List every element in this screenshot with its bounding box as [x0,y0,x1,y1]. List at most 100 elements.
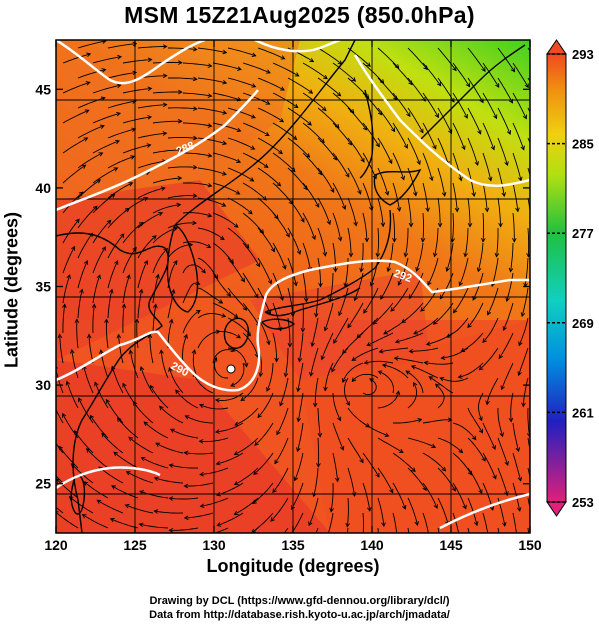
map-grid [56,40,530,533]
streamline-arrow [515,447,521,453]
streamline-arrow [465,82,471,88]
streamline [416,242,424,272]
streamline [270,497,289,522]
streamline [62,304,66,334]
streamline-arrow [369,378,374,383]
streamline [302,182,320,208]
streamline [193,372,214,394]
streamline-arrow [310,342,315,348]
streamline-arrow [159,349,164,354]
streamline [291,482,304,510]
streamline-arrow [266,69,271,74]
streamline [227,257,245,282]
streamline-arrow [168,463,174,468]
streamline-arrow [236,66,242,71]
streamline [101,433,124,454]
streamline [212,122,241,132]
streamline-arrow [323,386,328,392]
streamline [133,401,154,424]
streamline-arrow [334,477,340,483]
streamline-arrow [517,371,522,377]
streamline-arrow [81,164,87,169]
streamline [227,137,255,150]
streamline-arrow [293,476,299,482]
streamline-arrow [287,342,293,348]
streamline-arrow [285,232,290,238]
streamline [302,122,325,143]
streamline-arrow [139,366,145,371]
streamline-arrow [122,382,127,388]
streamline [107,71,137,79]
streamline [212,212,239,228]
streamline-arrow [283,372,289,378]
streamline [437,47,457,71]
streamline [77,125,105,139]
streamline [175,389,199,409]
streamline [404,228,409,257]
streamline [242,242,260,267]
streamline [110,518,139,529]
streamline-arrow [243,362,249,368]
streamline [254,422,274,446]
streamline-arrow [388,159,393,165]
streamline-arrow [419,128,424,134]
streamline [422,419,452,424]
streamline-arrow [155,273,160,279]
streamline [152,177,182,184]
streamline-arrow [183,450,189,456]
streamline [437,137,449,165]
streamline-arrow [44,462,48,466]
colorbar-tick-label: 285 [572,137,594,152]
streamline-arrow [524,83,529,89]
streamline-arrow [433,504,438,509]
streamline-arrow [309,57,315,63]
streamline [452,92,468,119]
streamline [185,415,214,424]
streamline [344,377,350,406]
streamline-arrow [341,205,347,210]
streamline [482,317,499,343]
streamline-arrow [101,246,106,252]
streamline-arrow [162,73,168,79]
streamline [333,317,349,344]
streamline-arrow [57,333,63,339]
streamline-arrow [316,462,321,468]
streamline-arrow [168,496,174,501]
streamline [182,122,212,127]
streamline [227,107,256,119]
streamline-arrow [408,222,414,228]
streamline-arrow [177,89,183,95]
streamline [413,317,439,335]
streamline [317,137,338,161]
streamline [197,227,225,240]
streamline [122,222,144,244]
streamline [510,242,514,272]
streamline [77,40,106,49]
streamline [407,497,418,526]
streamline-arrow [517,176,523,182]
streamline [272,467,289,493]
streamline [377,437,404,453]
streamline-arrow [518,341,523,347]
streamline [182,92,212,97]
streamline [272,332,278,362]
streamline [512,212,515,242]
streamline-arrow [458,176,463,182]
streamline-arrow [68,496,74,501]
streamline [453,287,469,313]
streamline [452,482,467,509]
streamline-arrow [265,100,271,105]
streamline-arrow [296,250,302,255]
streamline-arrow [234,541,238,544]
streamline-arrow [432,144,437,150]
streamline [77,289,83,319]
streamline [242,122,270,136]
colorbar-tick-label: 253 [572,495,594,510]
streamline [152,227,178,244]
streamline-arrow [168,528,174,533]
streamline-arrow [516,507,522,512]
streamline [379,347,409,353]
streamline-arrow [500,385,505,391]
streamline [362,182,373,211]
streamline-arrow [296,447,301,453]
